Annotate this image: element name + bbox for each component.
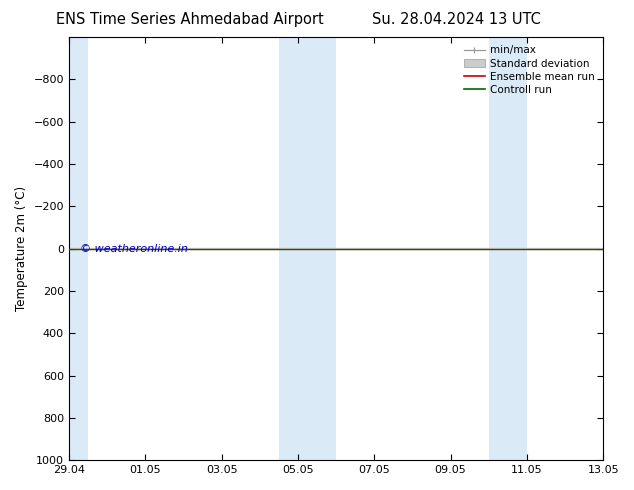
Y-axis label: Temperature 2m (°C): Temperature 2m (°C) xyxy=(15,186,28,311)
Legend: min/max, Standard deviation, Ensemble mean run, Controll run: min/max, Standard deviation, Ensemble me… xyxy=(461,42,598,98)
Bar xyxy=(317,37,336,460)
Bar xyxy=(279,37,317,460)
Text: ENS Time Series Ahmedabad Airport: ENS Time Series Ahmedabad Airport xyxy=(56,12,324,27)
Text: Su. 28.04.2024 13 UTC: Su. 28.04.2024 13 UTC xyxy=(372,12,541,27)
Bar xyxy=(69,37,88,460)
Text: © weatheronline.in: © weatheronline.in xyxy=(80,245,188,254)
Bar xyxy=(489,37,527,460)
